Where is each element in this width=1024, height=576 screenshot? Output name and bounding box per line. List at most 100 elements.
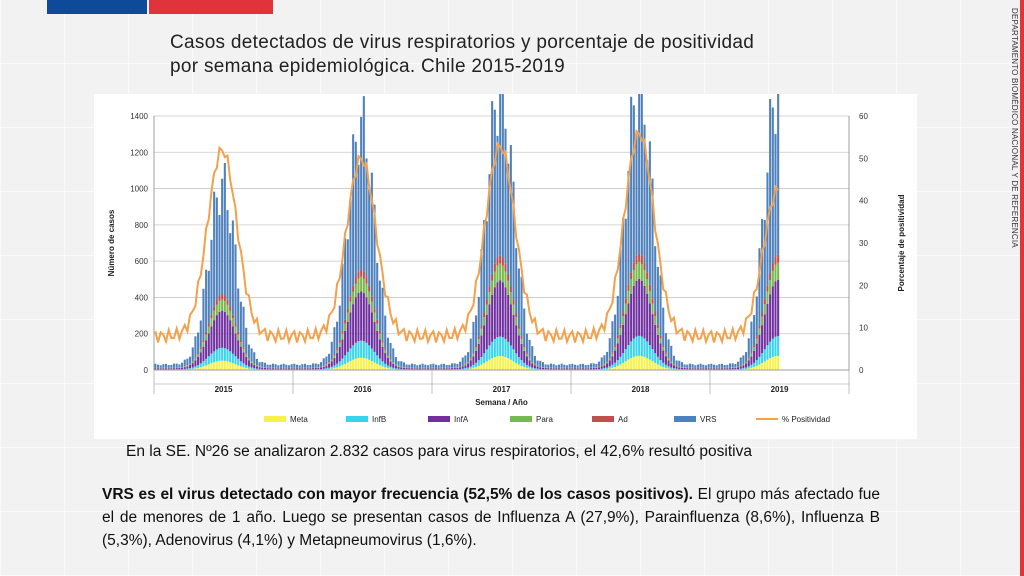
bar-infa [477,343,480,361]
bar-vrs [603,355,606,364]
bar-vrs [215,197,218,300]
bar-para [635,263,638,281]
bar-infa [453,367,456,370]
bar-para [651,303,654,315]
bar-infa [675,366,678,369]
bar-meta [354,358,357,370]
bar-ad [523,345,526,348]
bar-vrs [373,204,376,309]
bar-vrs [461,357,464,366]
bar-infa [442,368,446,370]
bar-infa [702,368,705,370]
bar-para [632,270,635,286]
bar-vrs [512,181,515,300]
bar-vrs [517,268,520,326]
bar-ad [528,357,531,359]
bar-vrs [346,239,349,309]
bar-vrs [397,361,400,366]
bar-vrs [635,132,638,256]
bar-para [737,366,740,368]
bar-infb [654,353,657,363]
bar-para [461,365,464,367]
bar-infa [189,365,192,369]
bar-vrs [344,238,347,320]
bar-infa [261,367,264,370]
legend-swatch-infa [428,416,450,422]
bar-vrs [549,363,552,368]
bar-meta [608,368,611,370]
bar-vrs [715,365,718,368]
bar-para [520,338,523,344]
bar-ad [384,348,387,350]
bar-infa [178,367,181,370]
bar-para [464,364,467,366]
bar-vrs [266,364,269,368]
bar-ad [630,272,633,280]
bar-infa [648,303,651,346]
bar-infb [499,336,502,357]
y-tick-label: 800 [135,221,149,230]
bar-para [622,316,625,325]
bar-infa [718,368,721,370]
bar-meta [357,357,360,370]
bar-infa [333,357,336,366]
bar-para [648,290,651,304]
bar-ad [608,357,611,359]
bar-vrs [333,327,336,355]
bar-para [330,359,333,362]
bar-para [197,354,200,357]
bar-ad [520,336,523,339]
bar-infa [606,363,609,368]
bar-infa [298,368,301,370]
bar-infb [365,342,368,359]
bar-vrs [234,244,237,324]
bar-infb [213,351,216,363]
bar-infa [255,366,258,369]
bar-meta [777,355,780,370]
bar-infa [207,333,210,357]
bar-infb [205,358,208,366]
bar-infa [245,356,248,366]
bar-vrs [328,353,331,363]
bar-vrs [290,364,293,368]
legend-label: Ad [618,415,628,424]
bar-vrs [774,133,777,257]
bar-vrs [389,342,392,360]
bar-infb [475,362,478,368]
bar-infb [336,363,339,368]
bar-vrs [325,356,328,365]
bar-para [333,355,336,358]
bar-para [619,328,622,335]
bar-infa [314,368,317,370]
bar-meta [223,360,226,370]
bar-infb [341,358,344,366]
bar-infa [739,366,742,369]
bar-para [630,279,633,294]
bar-vrs [573,364,577,368]
bar-infa [247,360,250,367]
bar-ad [194,357,197,359]
bar-vrs [547,364,550,368]
bar-infb [758,356,761,365]
bar-para [667,358,670,361]
bar-infa [528,360,531,367]
bar-vrs [170,364,173,368]
bar-infb [742,368,745,370]
bar-infa [731,367,734,370]
bar-ad [766,285,769,292]
bar-infb [501,337,504,357]
bar-ad [654,312,657,317]
bar-vrs [467,352,470,362]
bar-infa [223,311,226,349]
bar-ad [624,298,627,304]
bar-vrs [491,101,494,274]
bar-ad [515,312,518,318]
bar-para [210,318,213,327]
bar-vrs [154,363,157,368]
bar-infa [197,356,200,366]
bar-meta [517,364,520,370]
bar-vrs [670,345,673,362]
bar-infa [678,367,681,369]
bar-infa [557,368,561,370]
bar-meta [488,359,491,370]
